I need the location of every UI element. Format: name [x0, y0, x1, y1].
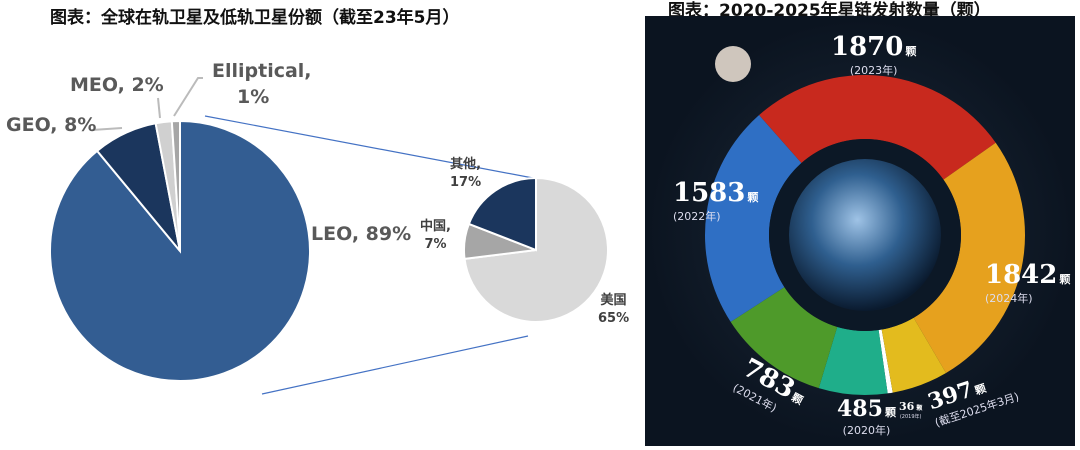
label-meo: MEO, 2% — [70, 74, 164, 96]
donut-segment-2019 — [878, 329, 893, 394]
label-china-name: 中国, — [420, 219, 451, 234]
label-usa: 美国 65% — [598, 292, 629, 328]
label-2019: 36 颗 (2019年) — [899, 400, 922, 420]
leader-elliptical — [173, 77, 203, 117]
label-elliptical-1: Elliptical, — [212, 60, 312, 82]
label-usa-pct: 65% — [598, 311, 630, 326]
pie-of-pie-chart — [49, 77, 609, 395]
value-2020: 485 — [837, 396, 883, 422]
label-2024: 1842 颗 (2024年) — [985, 260, 1070, 306]
starlink-panel: 1870 颗 (2023年) 1583 颗 (2022年) 1842 颗 (2024年… — [645, 16, 1075, 446]
starlink-donut-chart — [705, 46, 1025, 396]
label-other-pct: 17% — [450, 175, 482, 190]
unit: 颗 — [747, 191, 759, 204]
year-2020: (2020年) — [842, 424, 891, 437]
donut-segment-2022 — [705, 115, 802, 322]
label-china-pct: 7% — [424, 237, 447, 252]
value-2022: 1583 — [673, 178, 746, 208]
unit: 颗 — [905, 45, 917, 58]
pie-slice-elliptical — [170, 119, 181, 252]
label-2022: 1583 颗 (2022年) — [673, 178, 758, 224]
donut-segment-2020 — [818, 326, 888, 396]
label-china: 中国, 7% — [420, 218, 451, 254]
year-2019: (2019年) — [899, 414, 922, 420]
value-2019: 36 — [899, 400, 915, 413]
earth-image — [789, 159, 941, 311]
left-chart-title: 图表：全球在轨卫星及低轨卫星份额（截至23年5月） — [50, 8, 460, 28]
donut-segment-2023 — [759, 74, 996, 180]
unit: 颗 — [973, 381, 988, 398]
donut-segment-2025 — [881, 317, 947, 393]
unit: 颗 — [1059, 273, 1071, 286]
label-usa-name: 美国 — [600, 293, 627, 308]
leader-meo — [157, 97, 161, 119]
label-elliptical-2: 1% — [237, 86, 270, 108]
year-2022: (2022年) — [673, 210, 721, 223]
donut-segment-2021 — [730, 287, 838, 389]
label-2023: 1870 颗 (2023年) — [831, 32, 916, 78]
year-2024: (2024年) — [985, 292, 1033, 305]
unit: 颗 — [884, 406, 896, 419]
connector-line-top — [204, 115, 534, 179]
donut-segment-2024 — [913, 142, 1025, 373]
label-geo: GEO, 8% — [6, 114, 97, 136]
leader-geo — [91, 127, 123, 131]
unit: 颗 — [916, 405, 923, 412]
label-other-name: 其他, — [450, 157, 482, 172]
person-photo — [715, 46, 751, 82]
label-2020: 485 颗 (2020年) — [837, 396, 896, 438]
value-2024: 1842 — [985, 260, 1058, 290]
label-other: 其他, 17% — [450, 156, 481, 192]
year-2023: (2023年) — [849, 64, 898, 77]
connector-line-bottom — [261, 335, 529, 395]
label-leo: LEO, 89% — [311, 223, 412, 245]
value-2023: 1870 — [831, 32, 904, 62]
subpie-slice-其他 — [467, 176, 537, 252]
